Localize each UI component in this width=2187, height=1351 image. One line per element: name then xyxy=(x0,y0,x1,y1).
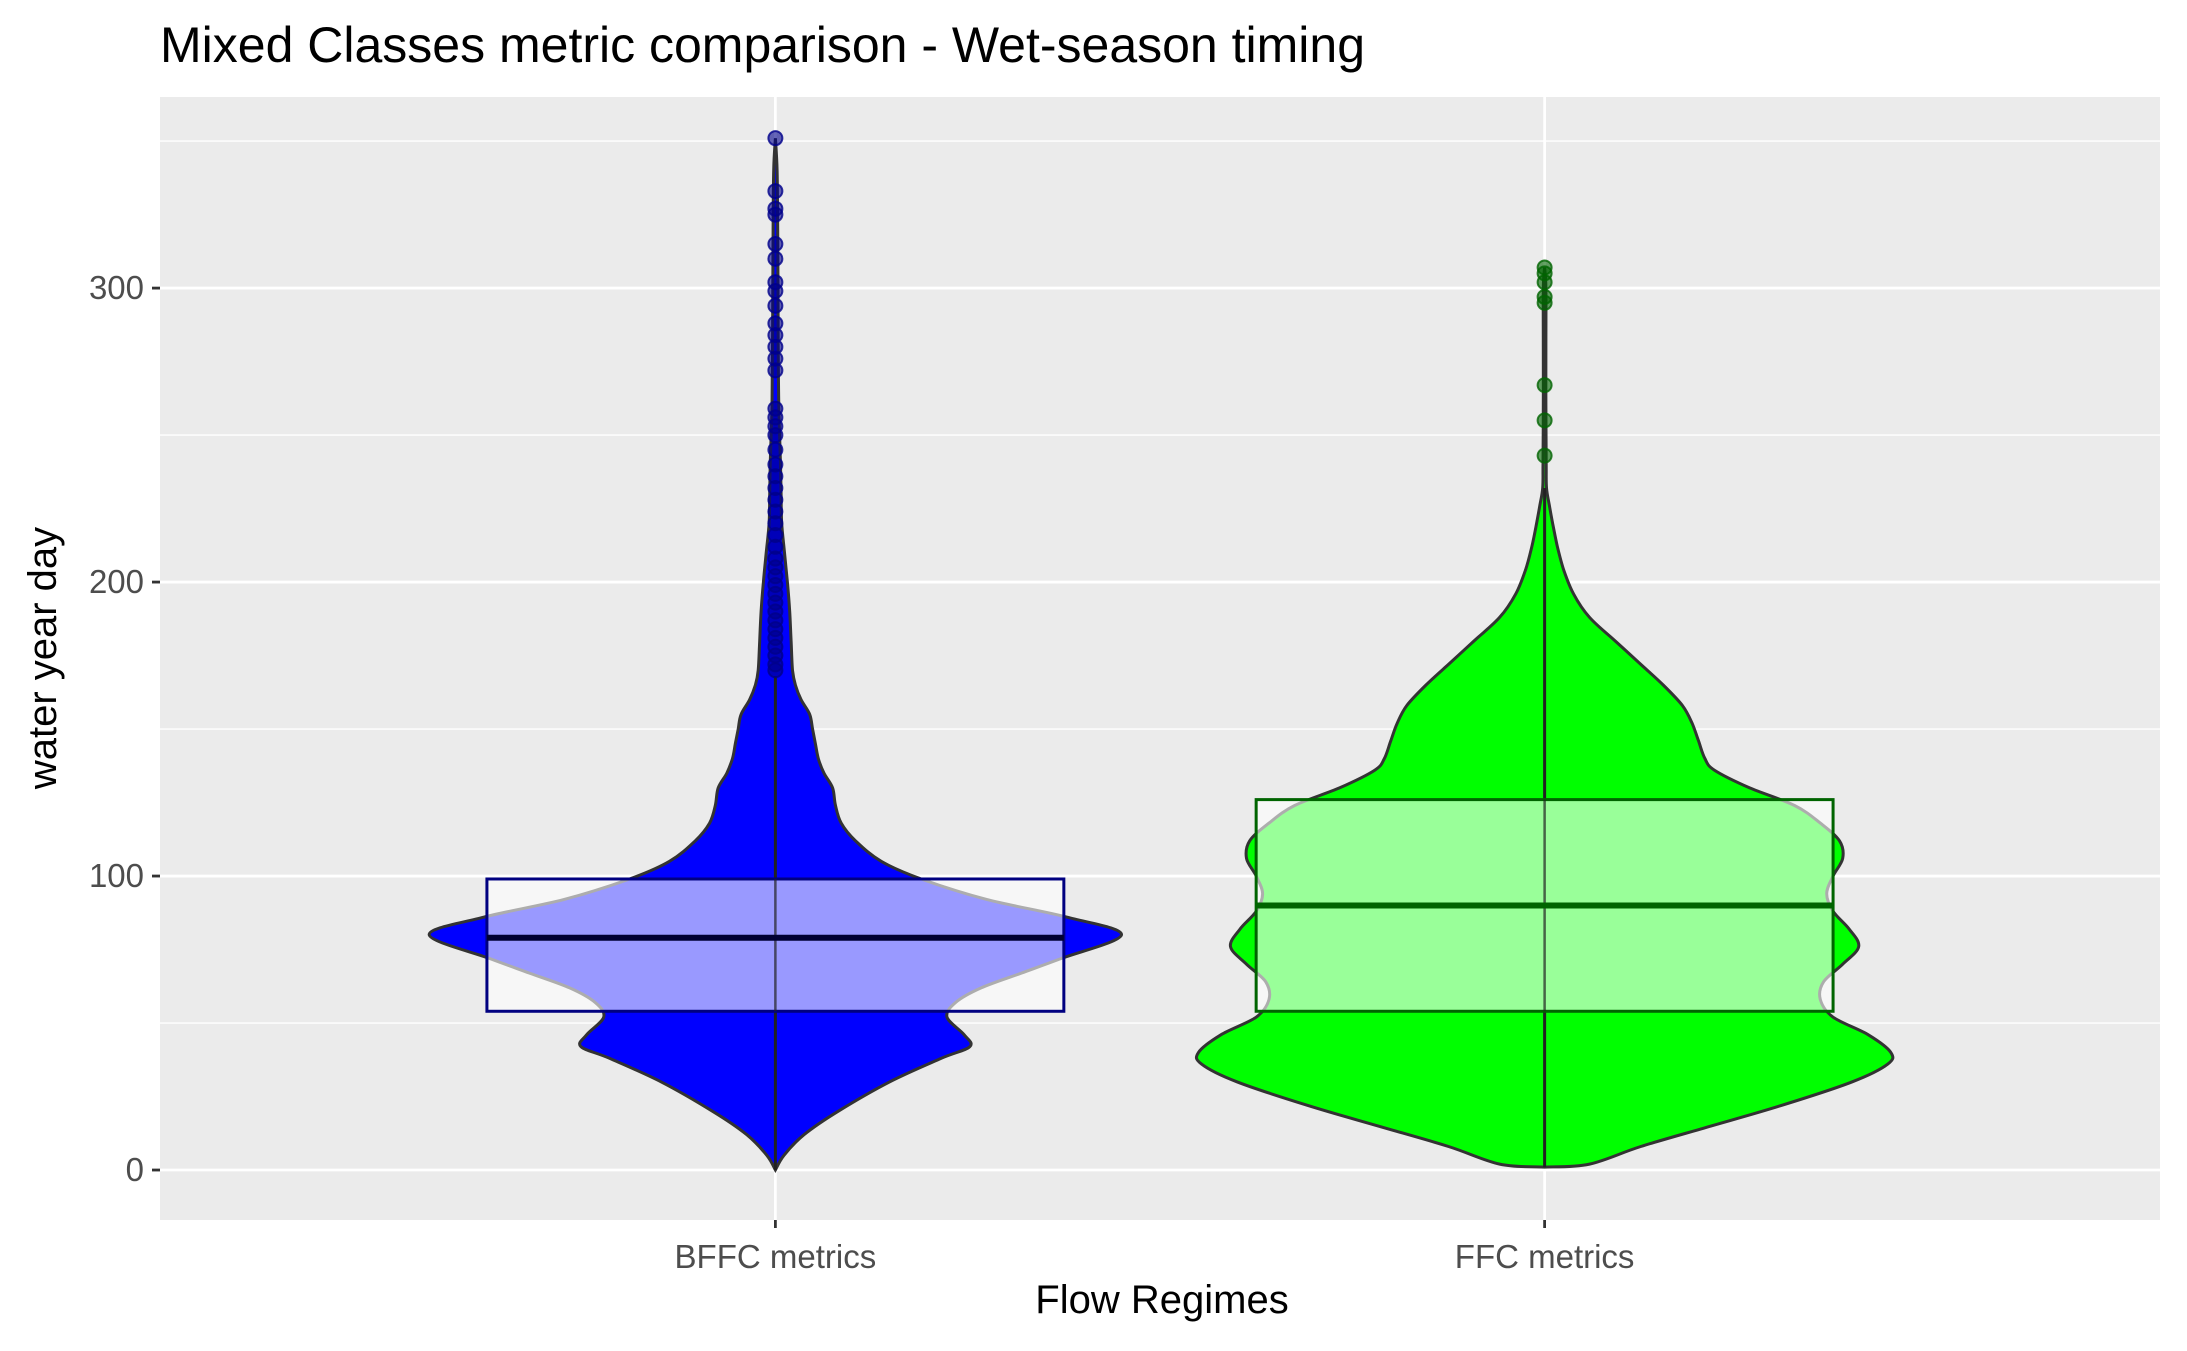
y-tick-label: 300 xyxy=(89,269,144,306)
outlier-point xyxy=(767,235,784,252)
y-axis: 0 100 200 300 xyxy=(89,269,160,1188)
boxplot-layer xyxy=(485,487,1835,1171)
y-axis-title: water year day xyxy=(21,527,65,790)
outlier-point xyxy=(1536,259,1553,276)
chart-title: Mixed Classes metric comparison - Wet-se… xyxy=(160,17,1365,73)
x-tick-label: BFFC metrics xyxy=(675,1238,877,1275)
outlier-point xyxy=(767,400,784,417)
outlier-point xyxy=(767,183,784,200)
outlier-point xyxy=(1536,412,1553,429)
outlier-point xyxy=(767,297,784,314)
x-tick-label: FFC metrics xyxy=(1455,1238,1635,1275)
outlier-point xyxy=(767,441,784,458)
outlier-point xyxy=(767,250,784,267)
x-axis: BFFC metrics FFC metrics xyxy=(675,1220,1635,1275)
y-tick-label: 200 xyxy=(89,563,144,600)
outlier-point xyxy=(767,274,784,291)
outlier-layer xyxy=(767,130,1553,679)
outlier-point xyxy=(767,315,784,332)
y-tick-label: 100 xyxy=(89,857,144,894)
outlier-point xyxy=(1536,377,1553,394)
outlier-point xyxy=(767,456,784,473)
outlier-point xyxy=(767,130,784,147)
x-axis-title: Flow Regimes xyxy=(1035,1278,1288,1322)
y-tick-label: 0 xyxy=(126,1151,144,1188)
outlier-point xyxy=(767,200,784,217)
outlier-point xyxy=(1536,288,1553,305)
outlier-point xyxy=(1536,447,1553,464)
